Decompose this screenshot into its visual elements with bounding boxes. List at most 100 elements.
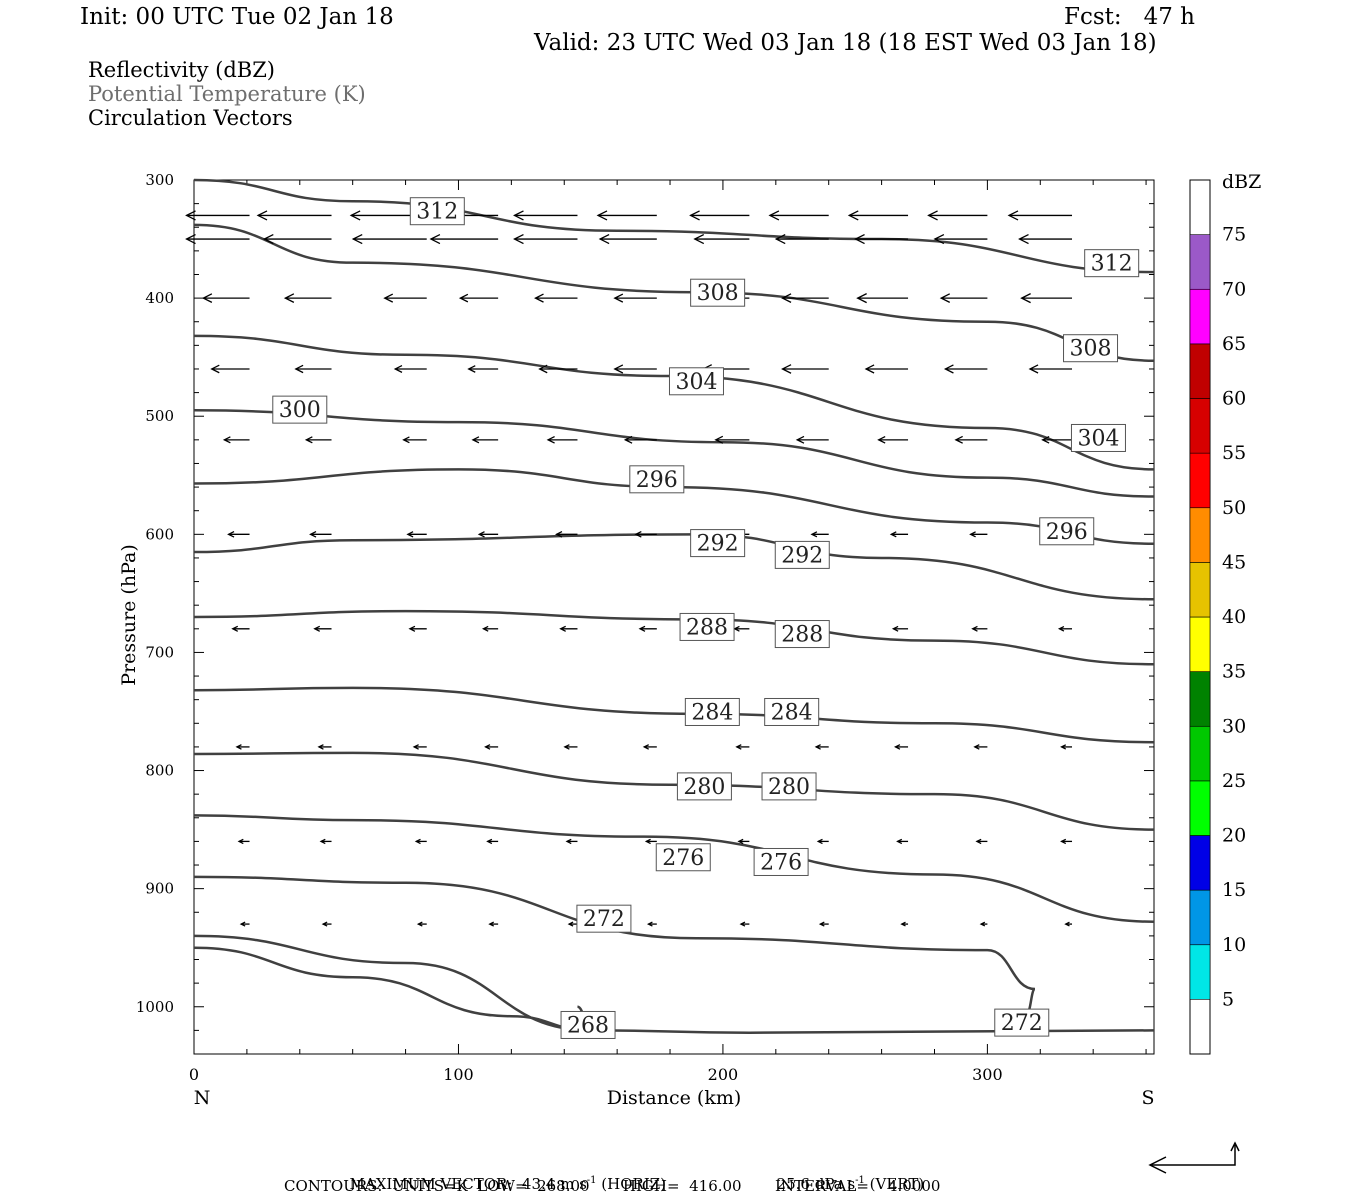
wind-vector-head (943, 364, 954, 374)
contour-label-box (629, 465, 685, 494)
wind-vector-head (613, 364, 624, 374)
wind-vector-head (781, 364, 792, 374)
wind-vector-head (927, 210, 938, 221)
colorbar-label: 10 (1222, 934, 1246, 956)
wind-vector-head (891, 625, 899, 632)
wind-vector-head (262, 233, 274, 245)
wind-vector-head (689, 210, 700, 221)
colorbar-label: 55 (1222, 442, 1246, 464)
wind-vector-head (735, 744, 742, 750)
wind-vector-head (235, 744, 242, 750)
wind-vector-head (513, 233, 524, 245)
y-tick-label: 1000 (136, 998, 174, 1016)
wind-vector-head (534, 293, 544, 303)
wind-vector-head (321, 921, 328, 927)
contour-label-box (1084, 249, 1140, 278)
contour-label-box (684, 697, 740, 726)
wind-vector-head (973, 744, 980, 750)
wind-vector-head (416, 921, 423, 927)
contour-label: 272 (1001, 1011, 1043, 1036)
wind-vector-head (1060, 838, 1067, 845)
wind-vector-head (1057, 625, 1065, 632)
contour-line-312 (193, 178, 1155, 274)
vert-suffix: (VERT) (864, 1175, 925, 1193)
contour-label-box (272, 395, 328, 424)
contour-label: 300 (279, 398, 321, 423)
max-vector-vert: 25.6 dPa s-1 (VERT) (767, 1157, 925, 1193)
contour-label-box (774, 540, 830, 569)
contour-label-box (761, 772, 817, 801)
contour-line-276 (193, 814, 1155, 923)
wind-vector-head (877, 435, 886, 444)
wind-vector-head (317, 744, 324, 750)
wind-vector-head (969, 531, 976, 538)
init-time: Init: 00 UTC Tue 02 Jan 18 (80, 4, 394, 30)
wind-vector-head (856, 293, 867, 304)
wind-vector-head (1007, 210, 1019, 221)
contour-label: 292 (781, 543, 823, 568)
wind-vector-head (975, 838, 982, 845)
wind-vector-head (774, 233, 786, 245)
wind-vector-head (1060, 744, 1067, 750)
vert-exponent: -1 (855, 1175, 865, 1186)
colorbar-label: 5 (1222, 988, 1234, 1010)
wind-vector-head (818, 921, 825, 927)
plot-frame (193, 179, 1155, 1055)
wind-vector-head (546, 435, 555, 444)
colorbar-bin (1189, 835, 1211, 891)
wind-vector-head (201, 293, 213, 303)
colorbar-label: 40 (1222, 606, 1246, 628)
contour-line-292 (193, 533, 1155, 601)
wind-vector-head (644, 838, 651, 845)
wind-vector-head (768, 210, 780, 221)
contour-label: 276 (760, 850, 802, 875)
wind-vector-head (256, 210, 268, 221)
contour-line-304 (193, 334, 1155, 471)
colorbar-title: dBZ (1222, 171, 1261, 193)
wind-vector-head (864, 364, 875, 374)
wind-vector-head (739, 921, 746, 927)
wind-vector-head (1041, 435, 1050, 444)
wind-vector-head (563, 744, 570, 750)
field-reflectivity: Reflectivity (dBZ) (88, 58, 276, 82)
contour-label: 308 (1070, 337, 1112, 362)
wind-vector-head (565, 838, 572, 845)
x-axis-title: Distance (km) (607, 1087, 742, 1109)
contour-label: 288 (686, 615, 728, 640)
x-tick-label: 0 (189, 1065, 199, 1084)
contour-label: 268 (567, 1013, 609, 1038)
x-tick-label: 300 (972, 1065, 1003, 1084)
contour-label-box (560, 1010, 616, 1039)
wind-vector-head (185, 210, 196, 221)
colorbar-label: 25 (1222, 770, 1246, 792)
forecast-hour: Fcst: 47 h (1064, 4, 1195, 30)
colorbar-label: 15 (1222, 879, 1246, 901)
wind-vector-head (471, 436, 480, 444)
y-tick-label: 900 (145, 880, 174, 898)
max-vector-exponent: -1 (586, 1175, 597, 1186)
contour-label-box (774, 620, 830, 649)
wind-vector-head (810, 531, 818, 538)
field-theta: Potential Temperature (K) (88, 82, 366, 106)
y-tick-label: 600 (145, 525, 174, 543)
contour-line-288 (193, 609, 1155, 666)
contour-label-box (576, 904, 632, 933)
max-vector-horiz: MAXIMUM VECTOR: 43.4 m s (349, 1175, 587, 1193)
wind-vector-head (847, 210, 859, 221)
y-tick-label: 800 (145, 762, 174, 780)
wind-vector-head (781, 293, 792, 303)
max-vector-horiz-suffix: (HORIZ) (596, 1175, 667, 1193)
colorbar-label: 45 (1222, 551, 1246, 573)
wind-vector-head (896, 838, 903, 845)
colorbar-bin (1189, 452, 1211, 509)
wind-vector-head (538, 364, 548, 374)
contour-label-box (753, 847, 809, 876)
contour-label: 280 (768, 775, 810, 800)
wind-vector-head (889, 531, 897, 538)
colorbar-label: 50 (1222, 497, 1246, 519)
wind-vector-head (567, 921, 574, 927)
wind-vector-head (795, 435, 805, 444)
wind-vector-head (642, 744, 650, 750)
colorbar-bin (1189, 944, 1211, 1000)
